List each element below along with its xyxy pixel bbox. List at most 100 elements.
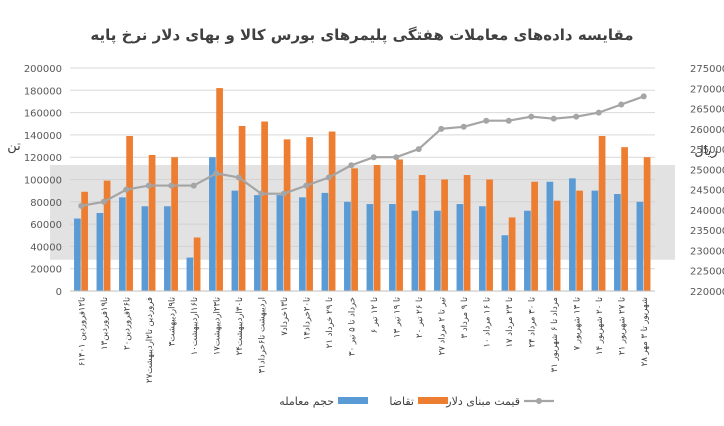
dollar-point [348, 162, 355, 169]
y-tick-label: 0 [56, 287, 62, 298]
x-tick-label: ۱۷ تا ۲۳ مرداد [505, 296, 515, 347]
x-tick-label: ۲۷فروردین تا۲اردیبهشت [145, 297, 155, 383]
bar-volume [434, 210, 441, 291]
x-tick-label: ۲۰ تا ۲۶ تیر [415, 296, 425, 338]
y-tick-label: 200000 [24, 64, 62, 75]
dollar-line [81, 95, 645, 207]
bar-volume [299, 197, 306, 291]
bar-demand [216, 88, 223, 291]
bars-layer [74, 88, 651, 292]
x-tick-label: ۲۴ تا ۳۰ مرداد [527, 296, 537, 347]
x-tick-label: ۱۴ تا ۲۰ شهریور [595, 296, 605, 355]
bar-volume [209, 157, 216, 291]
y2-axis-label: ریال [694, 144, 717, 159]
dollar-point [573, 113, 580, 120]
x-tick-label: ۲۱ تا ۲۷ شهریور [617, 296, 627, 355]
bar-volume [254, 195, 261, 291]
bar-demand [418, 175, 426, 291]
bar-demand [126, 136, 133, 291]
x-tick-label: ۷ تا ۱۳ شهریور [572, 296, 582, 350]
bar-volume [546, 181, 554, 291]
x-tick-label: ۷تا۱۳خرداد [280, 296, 290, 335]
legend: حجم معامله تقاضا قیمت مبنای دلار [279, 395, 554, 408]
bar-demand [283, 139, 291, 291]
y-tick-label: 80000 [30, 198, 62, 209]
bar-volume [321, 192, 329, 291]
dollar-point [640, 93, 647, 100]
bar-volume [366, 204, 374, 291]
x-tick-label: ۶تا۱۲فروردین ۱۴۰۱ [77, 296, 87, 366]
dollar-point [438, 125, 445, 132]
bar-volume [141, 206, 149, 291]
bar-volume [344, 201, 351, 291]
y-tick-label: 160000 [24, 109, 62, 120]
x-tick-label: ۱۰تا۱۶اردیبهشت [190, 296, 200, 355]
y-tick-label: 60000 [30, 220, 62, 231]
x-tick-label: ۲۷ تیر تا ۲ مرداد [437, 296, 447, 355]
bar-demand [396, 159, 403, 291]
dollar-point [168, 182, 175, 189]
x-tick-label: ۲۰تا۲۶فروردین [122, 296, 132, 349]
bar-volume [456, 204, 464, 291]
y2-tick-label: 260000 [690, 125, 724, 136]
y2-tick-label: 275000 [690, 64, 724, 75]
bar-demand [576, 190, 583, 291]
x-axis: ۶تا۱۲فروردین ۱۴۰۱ ۱۳تا۱۹فروردین ۲۰تا۲۶فرور… [70, 290, 655, 383]
x-tick-label: ۱۰ تا ۱۶ مرداد [482, 296, 492, 347]
bar-volume [276, 195, 284, 291]
bar-volume [636, 201, 644, 291]
y2-tick-label: 255000 [690, 145, 724, 156]
bar-volume [411, 210, 419, 291]
y-tick-label: 20000 [30, 265, 62, 276]
x-tick-label: ۲۸ شهریور تا ۳ مهر [640, 297, 650, 366]
bar-volume [164, 206, 171, 291]
bar-demand [531, 181, 538, 291]
bar-volume [74, 218, 81, 291]
bar-volume [231, 190, 239, 291]
bar-volume [614, 193, 621, 291]
bar-demand [621, 147, 628, 291]
dollar-point [483, 117, 490, 124]
dollar-point [145, 182, 152, 189]
dollar-point [213, 170, 220, 177]
dollar-point [235, 174, 242, 181]
y-tick-label: 100000 [24, 176, 62, 187]
x-tick-label: ۱۳ تا ۱۹ تیر [392, 296, 402, 338]
dollar-point [415, 146, 422, 153]
bar-volume [389, 204, 396, 291]
y2-tick-label: 250000 [690, 165, 724, 176]
bar-demand [328, 131, 336, 291]
bar-volume [569, 178, 576, 291]
y2-tick-label: 235000 [690, 226, 724, 237]
dollar-point [325, 174, 332, 181]
bar-volume [186, 257, 194, 291]
y-tick-label: 120000 [24, 153, 62, 164]
y2-tick-label: 270000 [690, 84, 724, 95]
x-tick-label: ۱۴تا۲۰خرداد [302, 296, 312, 340]
bar-demand [351, 168, 358, 291]
bar-demand [238, 125, 246, 291]
y2-tick-label: 220000 [690, 287, 724, 298]
bar-demand [373, 165, 381, 291]
y2-tick-label: 230000 [690, 246, 724, 257]
y2-tick-label: 245000 [690, 186, 724, 197]
bar-volume [524, 210, 531, 291]
chart-title: مقایسه داده‌های معاملات هفتگی پلیمرهای ب… [90, 26, 633, 45]
x-tick-label: ۳۰ خرداد تا ۵ تیر [347, 297, 357, 356]
right-axis: 220000 225000 230000 235000 240000 245000 2500… [690, 64, 724, 298]
dollar-point [258, 190, 265, 197]
bar-demand [441, 179, 448, 291]
x-tick-label: ۳۱اردیبهشت تا۶خرداد [257, 297, 267, 373]
x-tick-label: ۳ تا ۹ مرداد [460, 296, 470, 338]
x-tick-label: ۶ تا ۱۲ تیر [370, 296, 380, 333]
legend-label: حجم معامله [279, 395, 334, 408]
y-tick-label: 140000 [24, 131, 62, 142]
dollar-point [505, 117, 512, 124]
x-tick-label: ۳۱ مرداد تا ۶ شهریور [550, 297, 560, 372]
y2-tick-label: 265000 [690, 105, 724, 116]
bar-volume [501, 235, 509, 291]
dollar-point [303, 182, 310, 189]
bar-demand [486, 179, 493, 291]
